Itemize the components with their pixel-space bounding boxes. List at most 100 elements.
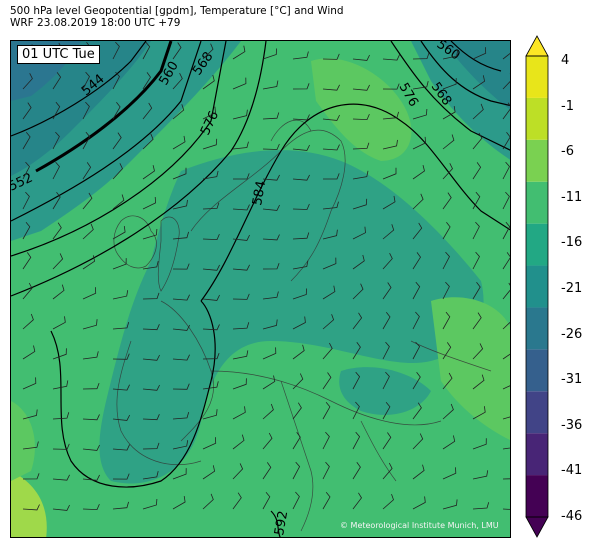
wind-barb [322,431,330,450]
wind-barb [52,504,70,511]
colorbar-segment [526,433,548,476]
wind-barb [112,194,125,210]
wind-barb [442,403,454,420]
wind-barb [172,135,186,150]
wind-barb [112,414,131,421]
wind-barb [442,163,453,180]
wind-barb [502,416,510,420]
wind-barb [52,72,62,90]
colorbar-segment [526,223,548,266]
wind-barb [52,412,70,420]
contour-576 [11,41,267,297]
colorbar-tick-label: -46 [561,509,583,524]
wind-barb [412,433,424,450]
valid-time-label: 01 UTC Tue [17,45,100,64]
wind-barb [292,174,310,181]
wind-barb [202,437,217,450]
wind-barb [202,170,219,180]
contour-560 [11,41,202,222]
wind-barb [472,132,483,150]
colorbar-outline [525,55,549,518]
wind-barb [232,264,250,271]
wind-barb [172,440,189,450]
wind-barb [262,347,277,360]
wind-barb [52,222,62,240]
warm-patch-east [431,297,510,440]
wind-barb [382,371,390,390]
wind-barb [412,165,425,180]
wind-barbs [22,41,510,511]
wind-barb [262,462,272,480]
wind-barb [202,264,220,271]
wind-barb [202,381,219,390]
wind-barb [172,73,183,90]
wind-barb [352,401,360,420]
wind-barb [472,406,486,420]
wind-barb [382,54,400,61]
wind-barb [112,501,129,510]
wind-barb [472,191,481,210]
wind-barb [22,441,39,450]
contour-label: 592 [272,510,291,537]
wind-barb [22,252,32,270]
wind-barb [82,474,100,481]
wind-barb [382,493,394,510]
contour-584 [200,103,510,302]
wind-barb [352,198,368,210]
wind-barb [82,287,97,300]
wind-barb [202,138,218,150]
wind-barb [262,112,280,120]
colorbar-tick-label: -41 [561,463,583,479]
contour-568 [11,41,227,257]
wind-barb [82,101,90,120]
wind-barb [142,384,160,391]
wind-barb [472,162,482,180]
wind-barb [442,467,457,480]
wind-barb [82,192,93,210]
contour-560-ne [450,41,502,72]
wind-barb [352,254,365,270]
wind-barb [52,161,60,180]
wind-barb [112,353,130,360]
wind-barb [352,84,370,91]
wind-barb [352,226,366,240]
wind-barb [472,75,486,90]
wind-barb [82,131,91,150]
wind-barb [412,281,421,300]
wind-barb [52,380,69,390]
wind-barb [142,354,160,361]
colorbar-tick-label: -1 [561,98,574,114]
wind-barb [22,313,34,330]
wind-barb [142,133,154,150]
colorbar-tick-label: 4 [561,53,570,68]
wind-barb [172,468,187,480]
wind-barb [22,504,40,511]
wind-barb [112,444,130,451]
wind-barb [202,294,220,301]
wind-barb [472,374,485,390]
wind-barb [352,113,370,121]
wind-barb [502,252,510,270]
wind-barb [292,232,310,240]
wind-barb [292,491,300,510]
wind-barb [442,499,458,510]
wind-barb [202,74,215,90]
wind-barb [232,350,249,360]
wind-barb [322,114,340,121]
wind-barb [292,373,304,390]
wind-barb [202,106,216,120]
chart-subtitle: WRF 23.08.2019 18:00 UTC +79 [10,17,181,29]
wind-barb [382,83,400,90]
map-panel: 544 552 560 568 576 584 592 560 568 576 [10,40,511,538]
wind-barb [232,463,244,480]
wind-barb [292,432,301,450]
wind-barb [382,224,395,240]
wind-barb [232,77,247,90]
colorbar-tick-label: -21 [561,281,583,296]
wind-barb [292,288,307,300]
wind-barb [322,401,331,420]
wind-barb [412,193,424,210]
wind-barb [502,161,510,180]
wind-barb [142,165,155,180]
wind-barb [22,161,30,180]
